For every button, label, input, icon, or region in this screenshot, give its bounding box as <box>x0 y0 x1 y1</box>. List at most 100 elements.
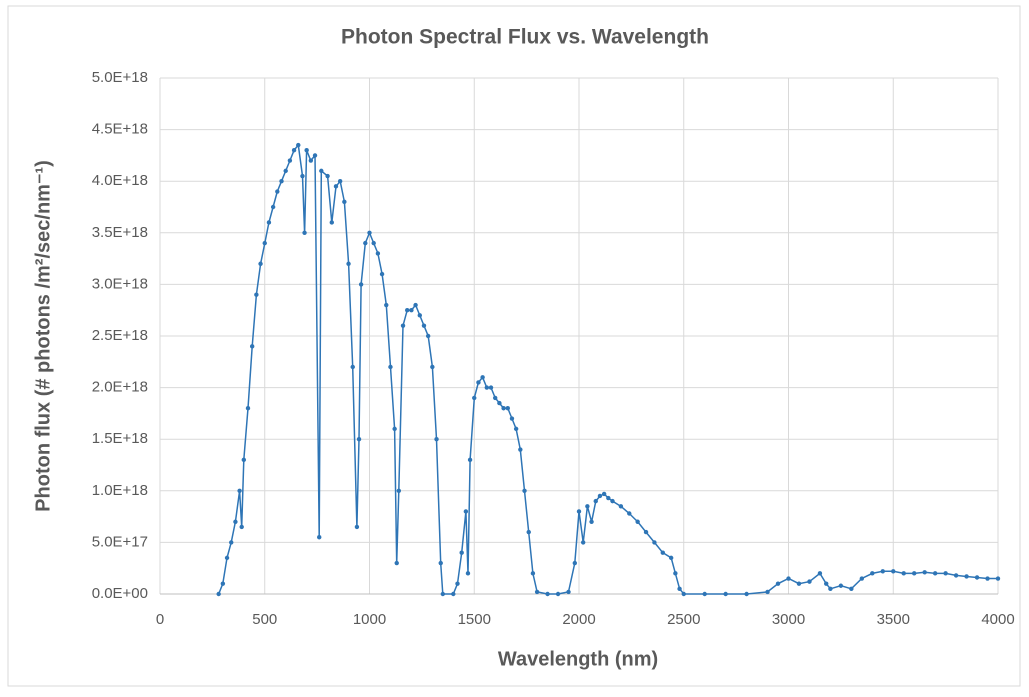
data-point <box>974 575 980 580</box>
data-point <box>396 488 402 493</box>
data-point <box>891 569 896 574</box>
data-point <box>572 560 578 566</box>
data-point <box>237 488 242 493</box>
data-point <box>350 364 355 370</box>
data-point <box>922 570 927 575</box>
data-point <box>421 323 427 328</box>
y-tick-label: 2.0E+18 <box>92 379 148 396</box>
data-point <box>576 509 582 514</box>
data-point <box>438 560 443 566</box>
data-point <box>245 406 251 411</box>
data-point <box>400 323 406 328</box>
data-point <box>597 493 603 499</box>
data-point <box>459 550 464 555</box>
data-point <box>824 581 829 586</box>
data-point <box>371 240 376 246</box>
data-point <box>325 173 330 179</box>
chart-title: Photon Spectral Flux vs. Wavelength <box>341 26 709 49</box>
data-point <box>239 524 244 530</box>
data-point <box>363 240 368 246</box>
data-point <box>518 447 523 452</box>
data-point <box>413 302 418 308</box>
data-point <box>467 457 473 463</box>
data-point <box>601 491 607 497</box>
data-point <box>509 416 515 421</box>
x-tick-label: 500 <box>252 611 277 628</box>
data-point <box>953 573 959 578</box>
y-tick-label: 3.0E+18 <box>92 275 148 292</box>
data-point <box>681 591 686 597</box>
data-point <box>668 555 674 561</box>
x-tick-label: 4000 <box>981 611 1014 628</box>
data-point <box>354 524 360 530</box>
x-tick-label: 2000 <box>562 611 595 628</box>
x-tick-label: 0 <box>156 611 164 628</box>
data-point <box>329 220 334 225</box>
data-point <box>723 591 728 597</box>
data-point <box>379 271 385 277</box>
data-point <box>627 511 632 516</box>
data-point <box>702 591 707 597</box>
data-point <box>367 230 372 235</box>
data-point <box>526 529 531 535</box>
data-point <box>513 426 519 432</box>
data-point <box>585 504 590 509</box>
data-point <box>505 406 510 411</box>
data-point <box>266 220 272 225</box>
data-point <box>319 168 324 174</box>
data-point <box>880 569 885 574</box>
data-point <box>964 574 969 579</box>
x-tick-label: 3000 <box>772 611 805 628</box>
data-point <box>985 576 990 581</box>
data-point <box>308 158 314 163</box>
data-point <box>384 302 389 308</box>
data-point <box>291 148 297 153</box>
x-tick-label: 1000 <box>353 611 386 628</box>
y-tick-label: 3.5E+18 <box>92 224 148 241</box>
data-point <box>870 571 875 576</box>
x-tick-label: 2500 <box>667 611 700 628</box>
data-point <box>465 571 471 576</box>
data-point <box>501 406 506 411</box>
data-point <box>828 586 833 592</box>
data-point <box>943 571 948 576</box>
y-tick-label: 1.5E+18 <box>92 430 148 447</box>
data-point <box>817 571 823 576</box>
data-point <box>216 591 221 597</box>
data-point <box>995 576 1001 581</box>
data-point <box>392 426 397 432</box>
data-point <box>796 581 802 586</box>
data-point <box>270 204 276 210</box>
data-point <box>673 571 678 576</box>
data-point <box>606 495 611 501</box>
data-point <box>522 488 527 493</box>
data-point <box>296 142 301 148</box>
data-point <box>635 519 640 524</box>
data-point <box>417 313 422 318</box>
data-point <box>224 555 230 561</box>
data-point <box>229 540 234 545</box>
data-point <box>901 571 906 576</box>
data-point <box>337 179 343 184</box>
data-point <box>476 380 481 385</box>
data-point <box>493 395 498 401</box>
data-point <box>807 579 812 584</box>
data-point <box>849 586 854 592</box>
data-point <box>589 519 594 524</box>
data-point <box>859 576 865 581</box>
data-point <box>283 168 288 174</box>
data-point <box>463 509 469 514</box>
data-point <box>566 589 571 595</box>
data-point <box>488 385 494 390</box>
data-point <box>304 148 309 153</box>
data-point <box>405 308 410 313</box>
data-point <box>409 308 414 313</box>
data-point <box>765 589 770 595</box>
data-point <box>425 333 431 339</box>
data-point <box>279 179 284 184</box>
data-point <box>241 457 246 463</box>
data-point <box>346 261 351 266</box>
x-tick-label: 3500 <box>877 611 910 628</box>
data-point <box>744 591 749 597</box>
